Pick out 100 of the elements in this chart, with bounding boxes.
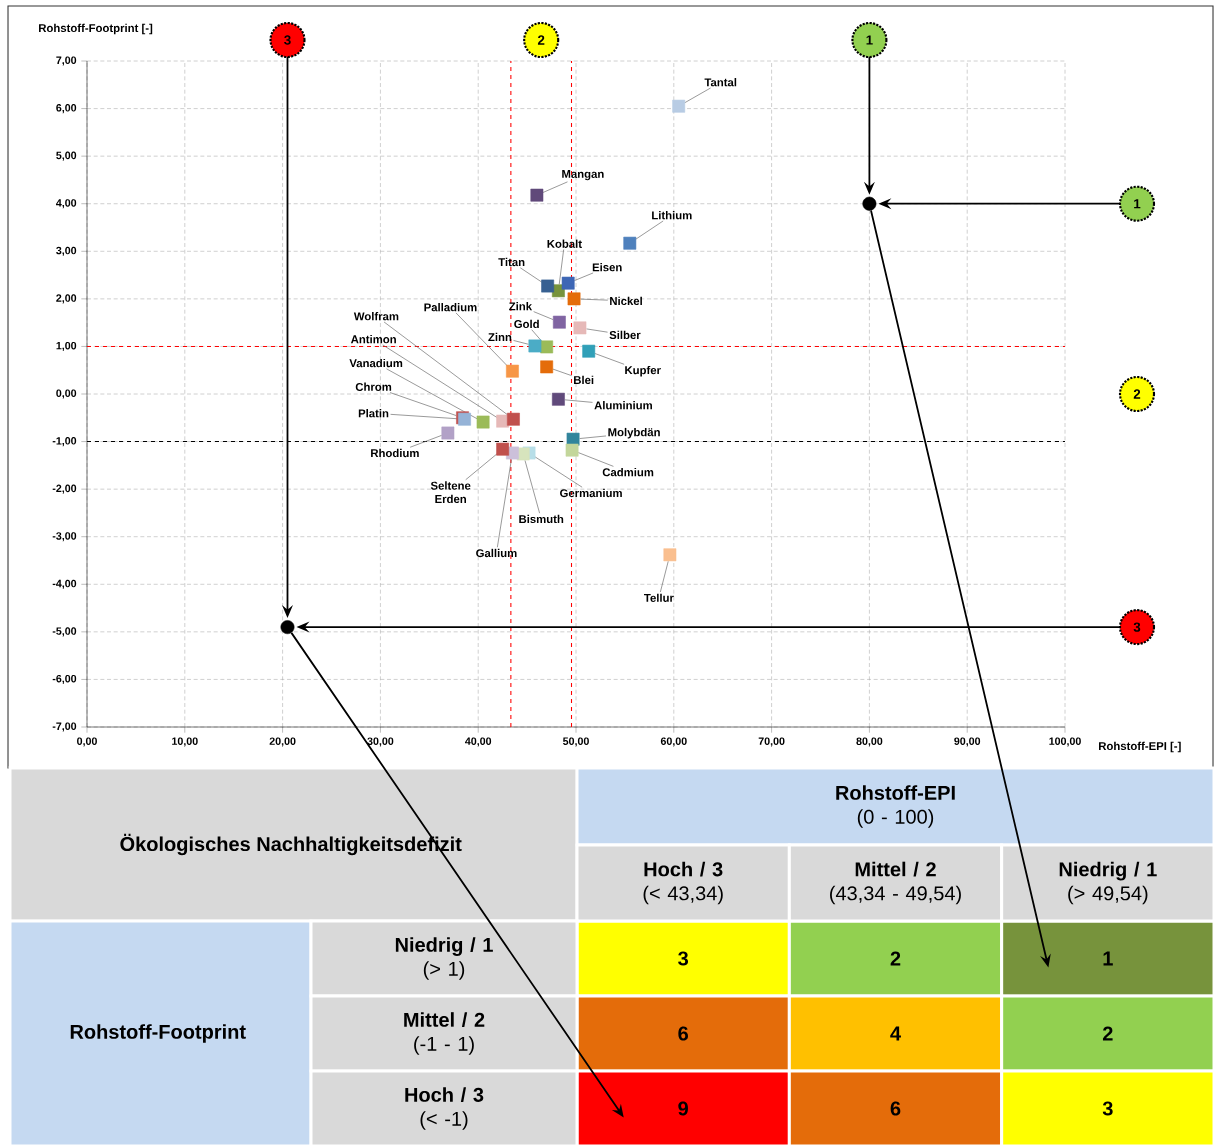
annotation: Rhodium (371, 448, 419, 458)
point (582, 344, 596, 358)
point (573, 321, 587, 335)
annotation: Mangan (562, 170, 604, 181)
y-tick-label: -7,00 (52, 722, 77, 732)
data-label: 4 (890, 1026, 901, 1041)
y-tick-label: Hoch / 3 (< -1) (405, 1087, 484, 1130)
x-tick-label: Mittel / 2 (43,34 - 49,54) (830, 861, 961, 905)
y-tick-label: 3,00 (56, 246, 77, 256)
x-tick-label: 10,00 (172, 737, 198, 747)
annotation: Gold (514, 319, 539, 329)
annotation: Silber (609, 330, 641, 340)
text: 1 (866, 35, 873, 45)
data-label: 2 (1102, 1026, 1113, 1041)
data-label: 6 (678, 1026, 688, 1041)
x-tick-label: Niedrig / 1 (> 49,54) (1059, 861, 1157, 905)
annotation: Eisen (592, 263, 622, 272)
x-axis-title: Rohstoff-EPI [-] (1099, 741, 1181, 753)
annotation: Lithium (652, 211, 692, 220)
annotation: Cadmium (602, 467, 654, 477)
point (540, 340, 554, 354)
annotation: Kupfer (625, 365, 661, 377)
annotation: Vanadium (349, 358, 403, 368)
annotation: Zink (509, 302, 533, 311)
x-axis-title: Rohstoff-EPI (0 - 100) (836, 785, 955, 828)
annotation: Titan (498, 257, 525, 267)
y-tick-label: -3,00 (52, 532, 77, 542)
y-tick-label: -4,00 (52, 579, 77, 589)
annotation: Wolfram (353, 312, 399, 321)
point (530, 188, 544, 202)
point (476, 415, 490, 429)
x-tick-label: 90,00 (954, 737, 981, 747)
x-tick-label: 80,00 (856, 737, 883, 747)
point (506, 364, 519, 378)
x-tick-label: 70,00 (758, 737, 785, 747)
x-tick-label: 30,00 (367, 737, 394, 747)
annotation: Kobalt (547, 239, 582, 248)
y-tick-label: -2,00 (52, 484, 77, 494)
annotation: Platin (358, 409, 389, 418)
point (540, 360, 554, 374)
annotation: Blei (574, 375, 594, 385)
point (496, 442, 510, 456)
annotation: Tantal (704, 78, 737, 87)
point (552, 392, 565, 406)
y-axis-title: Rohstoff-Footprint (70, 1024, 246, 1043)
point (507, 412, 520, 426)
annotation: Molybdän (608, 427, 660, 439)
point (528, 339, 542, 353)
point (567, 292, 581, 306)
y-tick-label: 0,00 (56, 389, 77, 399)
annotation: Zinn (488, 332, 512, 342)
point (552, 315, 566, 329)
point (561, 276, 575, 290)
x-tick-label: 60,00 (660, 737, 687, 747)
data-label: 6 (890, 1101, 901, 1116)
y-tick-label: 7,00 (56, 56, 77, 66)
annotation: Chrom (355, 382, 392, 391)
text: 3 (1133, 622, 1141, 632)
text: 3 (284, 35, 291, 45)
annotation: Aluminium (594, 401, 652, 410)
x-tick-label: 20,00 (269, 737, 296, 747)
data-label: 3 (678, 951, 688, 966)
annotation: Gallium (476, 548, 517, 558)
point (565, 443, 579, 457)
annotation: Bismuth (519, 514, 564, 524)
point (862, 196, 877, 211)
annotation: Antimon (350, 334, 396, 344)
x-tick-label: 0,00 (77, 737, 97, 747)
point (672, 99, 686, 113)
y-tick-label: Niedrig / 1 (> 1) (395, 937, 493, 980)
data-label: 3 (1102, 1101, 1113, 1116)
data-label: 2 (890, 951, 901, 966)
y-axis-title: Rohstoff-Footprint [-] (39, 23, 153, 35)
point (441, 426, 455, 440)
annotation: Nickel (610, 296, 642, 306)
text: 2 (537, 35, 545, 45)
x-tick-label: Hoch / 3 (< 43,34) (643, 861, 723, 905)
annotation: Germanium (560, 488, 622, 498)
data-label: 9 (678, 1101, 688, 1116)
text: 2 (1133, 389, 1141, 399)
y-tick-label: 6,00 (56, 104, 77, 114)
annotation: Tellur (644, 593, 674, 602)
annotation: Seltene Erden (430, 481, 471, 504)
x-tick-label: 50,00 (562, 737, 589, 747)
y-tick-label: 1,00 (56, 341, 77, 351)
data-label: 1 (1103, 951, 1113, 966)
x-tick-label: 100,00 (1049, 737, 1081, 747)
y-tick-label: -1,00 (52, 437, 77, 447)
y-tick-label: -6,00 (52, 674, 77, 684)
x-tick-label: 40,00 (465, 737, 492, 747)
y-tick-label: 4,00 (56, 199, 77, 209)
y-tick-label: Mittel / 2 (-1 - 1) (404, 1012, 485, 1055)
point (541, 279, 555, 293)
text: 1 (1134, 199, 1141, 209)
y-tick-label: 2,00 (56, 294, 77, 304)
annotation: Palladium (424, 303, 477, 312)
point (663, 548, 677, 562)
point (623, 236, 637, 250)
point (280, 620, 295, 635)
y-tick-label: 5,00 (56, 151, 77, 161)
